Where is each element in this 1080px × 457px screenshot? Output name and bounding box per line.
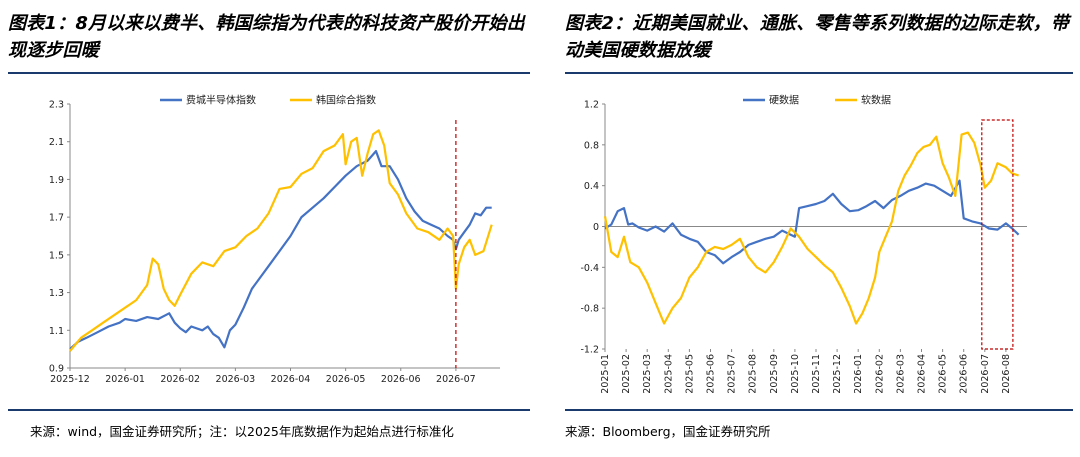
highlight-box (981, 119, 1014, 350)
x-tick-label: 2026-07 (436, 374, 476, 385)
left-title-rule (8, 72, 530, 74)
x-tick-label: 2026-03 (216, 374, 256, 385)
x-tick-label: 2025-01 (600, 354, 611, 394)
x-tick-label: 2026-06 (381, 374, 421, 385)
y-tick-label: 0.4 (584, 181, 599, 192)
x-tick-label: 2025-08 (748, 354, 759, 394)
y-tick-label: 2.1 (49, 137, 64, 148)
x-tick-label: 2026-03 (895, 354, 906, 394)
y-tick-label: -0.4 (580, 263, 599, 274)
x-tick-label: 2025-07 (727, 354, 738, 394)
y-tick-label: 1.9 (49, 175, 64, 186)
y-tick-label: 1.2 (584, 100, 599, 111)
series-line-1 (604, 179, 1020, 265)
y-tick-label: 1.7 (49, 213, 64, 224)
x-tick-label: 2026-06 (959, 354, 970, 394)
x-tick-label: 2025-04 (663, 354, 674, 394)
x-tick-label: 2026-01 (853, 354, 864, 394)
left-panel: 图表1：8月以来以费半、韩国综指为代表的科技资产股价开始出现逐步回暖 0.9 1.… (8, 13, 530, 439)
x-tick-label: 2025-05 (684, 354, 695, 394)
x-tick-label: 2025-12 (50, 374, 90, 385)
x-tick-label: 2026-02 (160, 374, 200, 385)
x-tick-label: 2026-08 (1001, 354, 1012, 394)
left-chart: 0.9 1.1 1.3 1.5 1.7 1.9 2.1 2.3 2025-12 2026-01 20… (49, 94, 500, 385)
x-tick-label: 2026-02 (874, 354, 885, 394)
y-tick-label: -0.8 (580, 304, 599, 315)
legend-label-1: 费城半导体指数 (186, 94, 256, 107)
series-line-2 (69, 129, 493, 352)
y-tick-label: 1.3 (49, 288, 64, 299)
x-tick-label: 2026-01 (105, 374, 145, 385)
legend-label-2: 韩国综合指数 (316, 94, 376, 107)
y-tick-label: 0.8 (584, 140, 599, 151)
x-tick-label: 2026-05 (938, 354, 949, 394)
x-tick-label: 2025-09 (769, 354, 780, 394)
y-tick-label: 0 (593, 222, 599, 233)
right-title-rule (565, 72, 1073, 74)
left-chart-title: 图表1：8月以来以费半、韩国综指为代表的科技资产股价开始出现逐步回暖 (8, 13, 525, 61)
x-tick-label: 2025-06 (706, 354, 717, 394)
x-tick-label: 2026-05 (326, 374, 366, 385)
left-source-note: 来源：wind，国金证券研究所；注：以2025年底数据作为起始点进行标准化 (30, 424, 454, 439)
x-tick-label: 2026-04 (917, 354, 928, 394)
x-tick-label: 2026-07 (980, 354, 991, 394)
x-tick-label: 2025-02 (621, 354, 632, 394)
right-source-note: 来源：Bloomberg，国金证券研究所 (565, 424, 771, 439)
legend-label-1: 硬数据 (769, 94, 799, 107)
right-chart: -1.2 -0.8 -0.4 0 0.4 0.8 1.2 2025-01 2025-02 2025… (580, 94, 1027, 394)
series-line-1 (69, 150, 492, 350)
x-tick-label: 2025-10 (790, 354, 801, 394)
y-tick-label: 2.3 (49, 100, 64, 111)
right-panel: 图表2：近期美国就业、通胀、零售等系列数据的边际走软，带动美国硬数据放缓 -1.… (557, 0, 1080, 457)
y-tick-label: 0.9 (49, 364, 64, 375)
left-source-rule (8, 409, 530, 411)
legend-label-2: 软数据 (861, 94, 891, 107)
right-chart-title: 图表2：近期美国就业、通胀、零售等系列数据的边际走软，带动美国硬数据放缓 (565, 13, 1070, 61)
series-line-2 (603, 131, 1019, 325)
right-source-rule (565, 409, 1073, 411)
x-tick-label: 2026-04 (271, 374, 311, 385)
x-tick-label: 2025-12 (832, 354, 843, 394)
x-tick-label: 2025-11 (811, 354, 822, 394)
y-tick-label: -1.2 (580, 345, 599, 356)
y-tick-label: 1.5 (49, 250, 64, 261)
x-tick-label: 2025-03 (642, 354, 653, 394)
y-tick-label: 1.1 (49, 326, 64, 337)
